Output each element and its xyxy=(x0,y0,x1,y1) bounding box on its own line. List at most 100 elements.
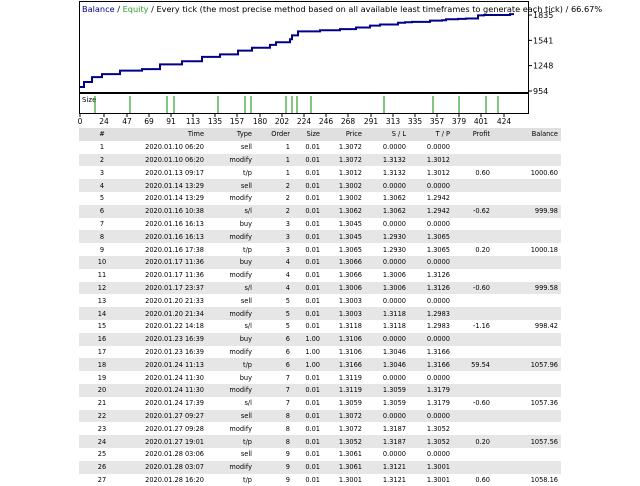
table-cell: 0.0000 xyxy=(426,373,450,382)
x-tick-label: 246 xyxy=(319,117,334,126)
table-cell: 2020.01.20 21:34 xyxy=(145,309,204,318)
table-cell: 2020.01.10 06:20 xyxy=(145,155,204,164)
table-row: 15 2020.01.22 14:18 s/l 5 0.01 1.3118 1.3118 1.… xyxy=(79,320,561,333)
table-cell xyxy=(453,461,493,474)
table-cell: 0.0000 xyxy=(382,373,406,382)
table-cell: 4 xyxy=(285,283,290,292)
x-tick-label: 113 xyxy=(186,117,201,126)
table-cell: 2020.01.27 09:27 xyxy=(145,411,204,420)
table-cell: s/l xyxy=(244,283,253,292)
table-cell xyxy=(453,154,493,167)
table-cell: 1.3012 xyxy=(338,168,362,177)
column-header: Type xyxy=(236,130,252,139)
table-cell: 1.3006 xyxy=(382,283,406,292)
table-cell: 0.01 xyxy=(305,219,320,228)
table-row: 16 2020.01.23 16:39 buy 6 1.00 1.3106 0.0000 0.… xyxy=(79,332,561,346)
table-cell: s/l xyxy=(244,207,253,216)
table-cell: 999.98 xyxy=(534,207,558,216)
table-cell: 1.3062 xyxy=(382,194,406,203)
table-cell: 0.01 xyxy=(305,296,320,305)
table-cell: 1.3118 xyxy=(338,322,362,331)
table-cell: 1.3065 xyxy=(426,245,450,254)
table-cell: 1.3012 xyxy=(426,168,450,177)
table-cell: t/p xyxy=(243,245,252,254)
table-cell: modify xyxy=(229,463,252,472)
table-cell: 1.3119 xyxy=(338,373,362,382)
table-row: 12 2020.01.17 23:37 s/l 4 0.01 1.3006 1.3006 1.… xyxy=(79,281,561,295)
x-tick-label: 424 xyxy=(497,117,512,126)
table-cell: 1.3166 xyxy=(338,360,362,369)
main-plot-frame xyxy=(79,1,529,93)
table-cell: 1.3072 xyxy=(338,424,362,433)
table-cell xyxy=(493,371,561,384)
table-cell: 3 xyxy=(285,219,290,228)
table-cell: 2020.01.10 06:20 xyxy=(145,143,204,152)
x-axis: 0 24 47 69 91 113 135 157 180 202 224 246 268 291 313 3… xyxy=(78,114,512,126)
table-cell xyxy=(453,192,493,205)
table-cell: 1.3132 xyxy=(382,155,406,164)
table-cell xyxy=(453,179,493,192)
table-cell: 1.3062 xyxy=(382,207,406,216)
x-tick-label: 379 xyxy=(452,117,467,126)
table-cell: 2020.01.16 17:38 xyxy=(145,245,204,254)
table-cell: 1.3002 xyxy=(338,181,362,190)
table-row: 22 2020.01.27 09:27 sell 8 0.01 1.3072 0.0000 0… xyxy=(79,409,561,423)
table-cell: 21 xyxy=(97,399,107,408)
table-cell: 3 xyxy=(285,232,290,241)
table-cell: 2 xyxy=(99,155,105,164)
table-cell: sell xyxy=(240,411,252,420)
table-cell: 16 xyxy=(97,335,107,344)
table-cell xyxy=(493,294,561,307)
table-cell: 15 xyxy=(97,322,107,331)
table-cell: 1.3106 xyxy=(338,335,362,344)
column-header: T / P xyxy=(435,130,450,139)
table-row: 23 2020.01.27 09:28 modify 8 0.01 1.3072 1.318… xyxy=(79,422,561,435)
table-row: 4 2020.01.14 13:29 sell 2 0.01 1.3002 0.0000 0.… xyxy=(79,179,561,192)
table-cell: modify xyxy=(229,424,252,433)
table-cell: 0.01 xyxy=(305,232,320,241)
table-cell: 0.01 xyxy=(305,194,320,203)
table-cell: 6 xyxy=(285,347,290,356)
table-cell: 0.20 xyxy=(475,245,490,254)
table-row: 17 2020.01.23 16:39 modify 6 1.00 1.3106 1.304… xyxy=(79,346,561,359)
table-cell: 2020.01.24 11:30 xyxy=(145,386,204,395)
table-cell: 1.3187 xyxy=(382,437,406,446)
table-cell: 1.3187 xyxy=(382,424,406,433)
table-row: 2 2020.01.10 06:20 modify 1 0.01 1.3072 1.3132… xyxy=(79,153,561,167)
x-tick-label: 224 xyxy=(297,117,312,126)
table-cell: buy xyxy=(239,335,252,344)
table-cell: t/p xyxy=(243,437,252,446)
x-tick-label: 313 xyxy=(386,117,401,126)
table-cell: 0.0000 xyxy=(382,296,406,305)
table-cell: 1.3118 xyxy=(382,322,406,331)
table-cell: 0.0000 xyxy=(426,143,450,152)
table-cell: sell xyxy=(240,143,252,152)
table-cell: 1.3061 xyxy=(338,450,362,459)
table-cell: 1.3059 xyxy=(382,399,406,408)
table-cell xyxy=(493,141,561,154)
column-header: S / L xyxy=(391,130,406,139)
table-cell: modify xyxy=(229,347,252,356)
table-cell xyxy=(453,422,493,435)
table-cell: 1.3059 xyxy=(382,386,406,395)
table-cell: 2 xyxy=(285,181,290,190)
table-cell: 0.0000 xyxy=(426,181,450,190)
table-cell: 1.3052 xyxy=(426,437,450,446)
table-cell: 1057.36 xyxy=(530,399,558,408)
table-cell: 0.0000 xyxy=(426,296,450,305)
table-cell: buy xyxy=(239,258,252,267)
table-cell xyxy=(453,256,493,269)
table-cell: 3 xyxy=(99,168,105,177)
table-cell: 2020.01.16 16:13 xyxy=(145,219,204,228)
table-cell: 2020.01.16 10:38 xyxy=(145,207,204,216)
column-header: Price xyxy=(345,130,362,139)
table-cell xyxy=(453,141,493,154)
table-cell: 999.58 xyxy=(534,283,558,292)
table-cell: 20 xyxy=(97,386,107,395)
table-cell: 1.2930 xyxy=(382,232,406,241)
table-cell: 2020.01.27 19:01 xyxy=(145,437,204,446)
table-cell: 6 xyxy=(285,335,290,344)
table-cell: 0.01 xyxy=(305,181,320,190)
table-cell: 2020.01.23 16:39 xyxy=(145,347,204,356)
table-cell xyxy=(493,179,561,192)
